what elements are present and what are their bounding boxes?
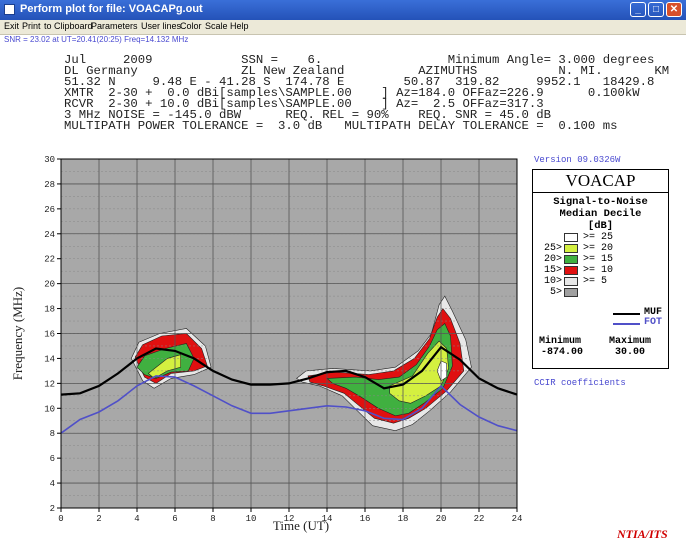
legend-row-right: >= 10 bbox=[583, 265, 614, 276]
menu-user-lines[interactable]: User lines bbox=[141, 21, 182, 31]
legend-subtitle-3: [dB] bbox=[587, 220, 614, 232]
legend-swatch bbox=[564, 288, 578, 297]
x-tick-label: 24 bbox=[512, 514, 523, 524]
y-tick-label: 10 bbox=[44, 404, 55, 414]
legend-row: 25> >= 20 bbox=[533, 243, 668, 254]
legend-muf-label: MUF bbox=[644, 307, 663, 318]
y-tick-label: 2 bbox=[50, 504, 55, 514]
x-tick-label: 8 bbox=[210, 514, 215, 524]
menu-color[interactable]: Color bbox=[180, 21, 202, 31]
window-title: Perform plot for file: VOACAPg.out bbox=[20, 3, 203, 15]
header-line-1: Jul 2009 SSN = 6. Minimum Angle= 3.000 d… bbox=[64, 53, 655, 67]
y-tick-label: 30 bbox=[44, 155, 55, 165]
legend-box: VOACAP Signal-to-Noise Median Decile [dB… bbox=[532, 169, 669, 369]
legend-row-left: 25> bbox=[543, 243, 562, 254]
x-tick-label: 2 bbox=[96, 514, 101, 524]
y-tick-label: 24 bbox=[44, 230, 55, 240]
title-bar: Perform plot for file: VOACAPg.out _ □ ✕ bbox=[0, 0, 686, 20]
legend-row: 20> >= 15 bbox=[533, 254, 668, 265]
y-tick-label: 18 bbox=[44, 305, 55, 315]
close-button[interactable]: ✕ bbox=[666, 2, 682, 17]
legend-min-label: Minimum bbox=[539, 336, 582, 347]
y-tick-label: 4 bbox=[50, 479, 55, 489]
menu-bar: Exit Print to Clipboard Parameters User … bbox=[0, 20, 686, 35]
legend-row-right: >= 15 bbox=[583, 254, 614, 265]
header-line-2: DL Germany ZL New Zealand AZIMUTHS N. MI… bbox=[64, 64, 670, 78]
y-tick-label: 26 bbox=[44, 205, 55, 215]
y-tick-label: 16 bbox=[44, 330, 55, 340]
legend-row: 10> >= 5 bbox=[533, 276, 668, 287]
x-tick-label: 6 bbox=[172, 514, 177, 524]
menu-clipboard[interactable]: to Clipboard bbox=[44, 21, 93, 31]
legend-row-right: >= 20 bbox=[583, 243, 614, 254]
legend-row-left: 10> bbox=[543, 276, 562, 287]
series-fot-line bbox=[60, 375, 518, 434]
legend-row: >= 25 bbox=[533, 232, 668, 243]
y-tick-label: 20 bbox=[44, 280, 55, 290]
series-muf-line bbox=[60, 345, 518, 396]
version-label: Version 09.0326W bbox=[534, 155, 621, 165]
x-tick-label: 16 bbox=[360, 514, 371, 524]
legend-swatch bbox=[564, 233, 578, 242]
app-icon bbox=[4, 4, 15, 15]
header-line-3: 51.32 N 9.48 E - 41.28 S 174.78 E 50.87 … bbox=[64, 75, 655, 89]
legend-row: 15> >= 10 bbox=[533, 265, 668, 276]
minimize-button[interactable]: _ bbox=[630, 2, 646, 17]
header-line-6: 3 MHz NOISE = -145.0 dBW REQ. REL = 90% … bbox=[64, 108, 552, 122]
menu-print[interactable]: Print bbox=[22, 21, 41, 31]
legend-subtitle-1: Signal-to-Noise bbox=[553, 196, 648, 208]
legend-row-right: >= 5 bbox=[583, 276, 608, 287]
legend-swatch bbox=[564, 244, 578, 253]
menu-help[interactable]: Help bbox=[230, 21, 249, 31]
legend-muf-line bbox=[613, 313, 640, 315]
maximize-button[interactable]: □ bbox=[648, 2, 664, 17]
x-tick-label: 14 bbox=[322, 514, 333, 524]
x-tick-label: 12 bbox=[284, 514, 295, 524]
y-tick-label: 22 bbox=[44, 255, 55, 265]
legend-subtitle-2: Median Decile bbox=[559, 208, 642, 220]
y-axis-label: Frequency (MHz) bbox=[10, 287, 25, 381]
status-line: SNR = 23.02 at UT=20.41(20:25) Freq=14.1… bbox=[0, 35, 686, 47]
menu-scale[interactable]: Scale bbox=[205, 21, 228, 31]
menu-exit[interactable]: Exit bbox=[4, 21, 20, 31]
legend-row-left: 5> bbox=[549, 287, 562, 298]
ccir-label: CCIR coefficients bbox=[534, 378, 626, 388]
legend-swatch bbox=[564, 277, 578, 286]
header-line-4: XMTR 2-30 + 0.0 dBi[samples\SAMPLE.00 ] … bbox=[64, 86, 640, 100]
legend-fot-label: FOT bbox=[644, 317, 663, 328]
x-tick-label: 18 bbox=[398, 514, 409, 524]
y-tick-label: 28 bbox=[44, 180, 55, 190]
legend-max-label: Maximum bbox=[609, 336, 652, 347]
menu-parameters[interactable]: Parameters bbox=[91, 21, 138, 31]
legend-min-value: -874.00 bbox=[541, 347, 584, 358]
x-tick-label: 22 bbox=[474, 514, 485, 524]
legend-row: 5> bbox=[533, 287, 668, 298]
legend-row-right: >= 25 bbox=[583, 232, 614, 243]
legend-swatch bbox=[564, 255, 578, 264]
x-tick-label: 10 bbox=[246, 514, 257, 524]
legend-title: VOACAP bbox=[533, 170, 668, 193]
x-tick-label: 20 bbox=[436, 514, 447, 524]
x-tick-label: 0 bbox=[58, 514, 63, 524]
legend-row-left: 20> bbox=[543, 254, 562, 265]
y-tick-label: 6 bbox=[50, 454, 55, 464]
snr-contour-20 bbox=[147, 354, 181, 379]
legend-max-value: 30.00 bbox=[615, 347, 646, 358]
status-text: SNR = 23.02 at UT=20.41(20:25) Freq=14.1… bbox=[4, 35, 189, 44]
ntia-logo-text: NTIA/ITS bbox=[617, 527, 668, 541]
legend-fot-line bbox=[613, 323, 640, 325]
y-tick-label: 14 bbox=[44, 354, 55, 364]
legend-row-left: 15> bbox=[543, 265, 562, 276]
y-tick-label: 12 bbox=[44, 379, 55, 389]
legend-swatch bbox=[564, 266, 578, 275]
header-line-5: RCVR 2-30 + 10.0 dBi[samples\SAMPLE.00 ]… bbox=[64, 97, 544, 111]
y-tick-label: 8 bbox=[50, 429, 55, 439]
x-axis-label: Time (UT) bbox=[273, 518, 329, 533]
x-tick-label: 4 bbox=[134, 514, 139, 524]
header-line-7: MULTIPATH POWER TOLERANCE = 3.0 dB MULTI… bbox=[64, 119, 618, 133]
